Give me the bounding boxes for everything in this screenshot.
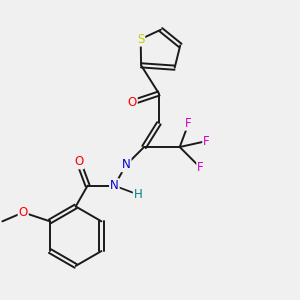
Text: F: F: [185, 117, 192, 130]
Text: F: F: [203, 135, 210, 148]
Text: H: H: [134, 188, 142, 201]
Text: O: O: [74, 155, 83, 168]
Text: N: N: [122, 158, 130, 171]
Text: S: S: [137, 33, 144, 46]
Text: O: O: [19, 206, 28, 219]
Text: F: F: [197, 161, 204, 174]
Text: O: O: [128, 96, 137, 109]
Text: N: N: [110, 179, 119, 192]
